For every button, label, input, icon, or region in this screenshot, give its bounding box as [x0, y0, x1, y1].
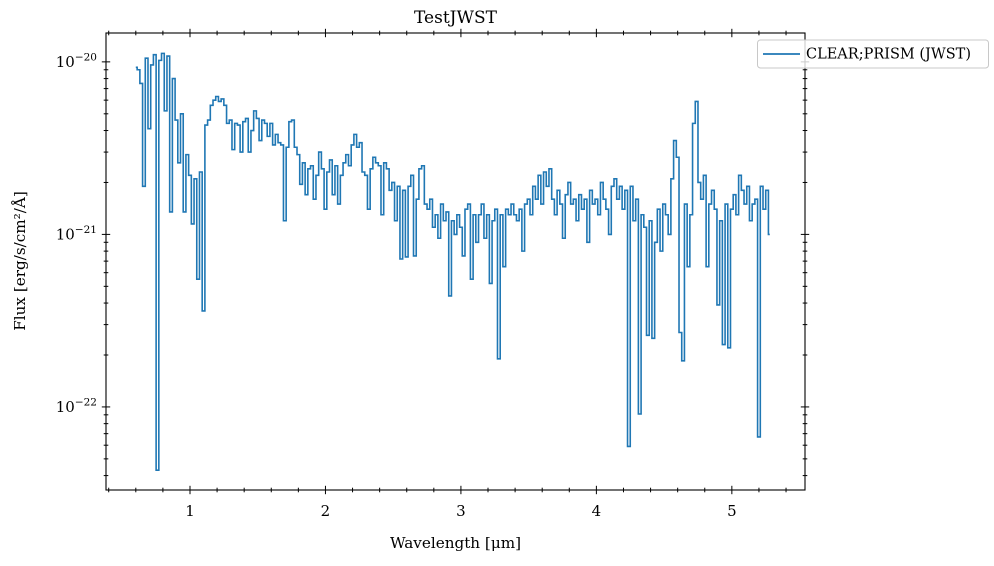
axis-ticks	[101, 28, 810, 495]
x-tick-label: 4	[592, 502, 602, 520]
x-axis-label: Wavelength [μm]	[390, 534, 521, 552]
x-tick-label: 1	[185, 502, 195, 520]
chart-title: TestJWST	[414, 8, 498, 28]
spectrum-line	[135, 52, 770, 471]
y-tick-label: 10−20	[56, 52, 97, 72]
legend-frame	[757, 39, 989, 69]
y-axis-label: Flux [erg/s/cm²/Å]	[11, 191, 29, 331]
x-tick-label: 2	[321, 502, 331, 520]
spectrum-series	[135, 52, 770, 471]
x-tick-label: 3	[456, 502, 466, 520]
x-tick-labels: 1 2 3 4 5	[185, 502, 736, 520]
y-tick-labels: 10−20 10−21 10−22	[56, 52, 97, 417]
legend: CLEAR;PRISM (JWST)	[757, 39, 989, 69]
legend-label: CLEAR;PRISM (JWST)	[806, 47, 971, 63]
y-tick-label: 10−21	[56, 224, 97, 244]
y-tick-label: 10−22	[56, 397, 97, 417]
plot-frame	[105, 32, 806, 491]
x-tick-label: 5	[727, 502, 737, 520]
